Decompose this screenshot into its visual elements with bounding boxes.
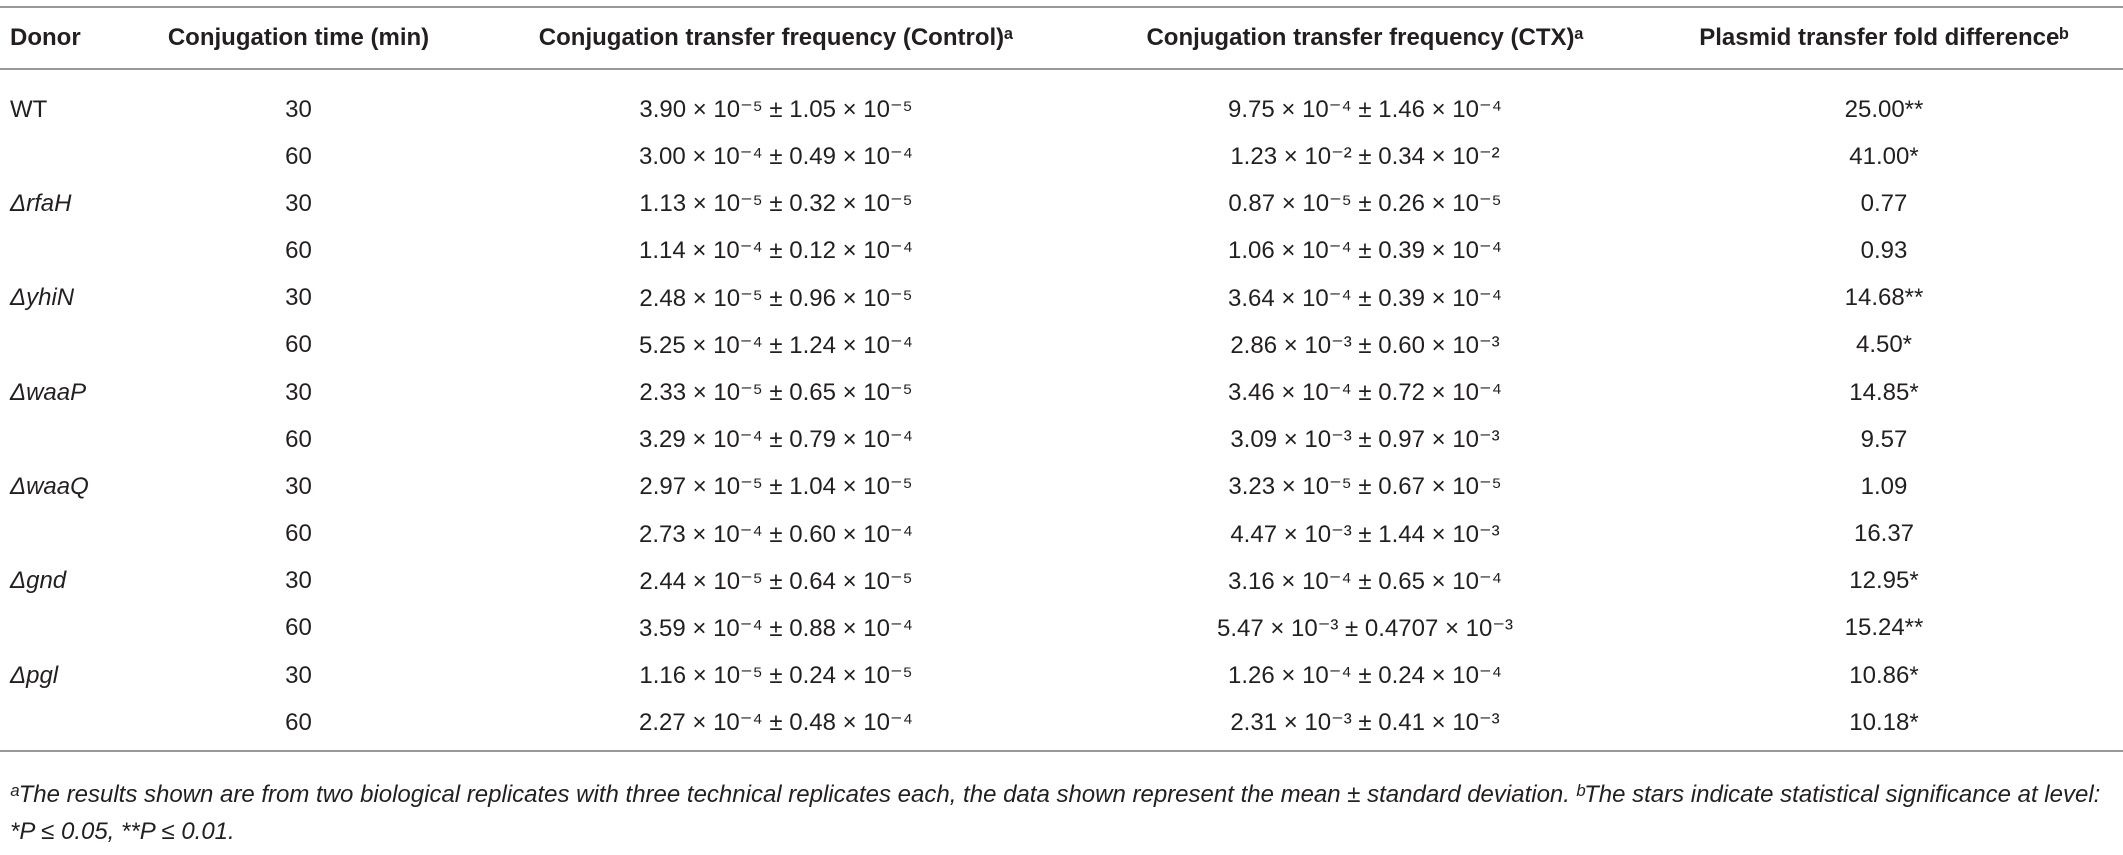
ctx-frequency-cell: 2.31 × 10⁻³ ± 0.41 × 10⁻³ (1085, 699, 1645, 753)
donor-cell (0, 699, 130, 753)
control-frequency-cell: 2.27 × 10⁻⁴ ± 0.48 × 10⁻⁴ (467, 699, 1085, 753)
table-row: 60 2.73 × 10⁻⁴ ± 0.60 × 10⁻⁴ 4.47 × 10⁻³ ±… (0, 511, 2123, 558)
control-frequency-cell: 3.90 × 10⁻⁵ ± 1.05 × 10⁻⁵ (639, 96, 913, 123)
table-row: Δgnd 30 2.44 × 10⁻⁵ ± 0.64 × 10⁻⁵ 3.16 × 10… (0, 558, 2123, 605)
donor-cell: ΔwaaP (10, 378, 87, 406)
ctx-frequency-cell: 5.47 × 10⁻³ ± 0.4707 × 10⁻³ (1216, 614, 1514, 642)
table-row: 60 2.27 × 10⁻⁴ ± 0.48 × 10⁻⁴ 2.31 × 10⁻³ ±… (0, 699, 2123, 753)
control-frequency-cell: 1.13 × 10⁻⁵ ± 0.32 × 10⁻⁵ (639, 190, 913, 218)
control-frequency-cell: 3.00 × 10⁻⁴ ± 0.49 × 10⁻⁴ (639, 143, 913, 171)
table-row: 60 3.59 × 10⁻⁴ ± 0.88 × 10⁻⁴ 5.47 × 10⁻³ ±… (0, 605, 2123, 652)
ctx-frequency-cell: 3.23 × 10⁻⁵ ± 0.67 × 10⁻⁵ (1228, 473, 1502, 501)
table-row: 60 3.29 × 10⁻⁴ ± 0.79 × 10⁻⁴ 3.09 × 10⁻³ ±… (0, 416, 2123, 463)
control-frequency-cell: 2.97 × 10⁻⁵ ± 1.04 × 10⁻⁵ (639, 473, 913, 501)
fold-difference-cell: 15.24** (1844, 614, 1924, 642)
time-cell: 30 (285, 378, 312, 406)
time-cell: 60 (285, 331, 312, 359)
time-cell: 60 (285, 614, 312, 642)
time-cell: 30 (285, 661, 312, 689)
column-header: Plasmid transfer fold differenceᵇ (1645, 6, 2123, 70)
table-row: ΔwaaQ 30 2.97 × 10⁻⁵ ± 1.04 × 10⁻⁵ 3.23 × 1… (0, 463, 2123, 510)
donor-cell (0, 511, 130, 558)
column-header: Donor (0, 6, 130, 70)
donor-cell: ΔwaaQ (10, 472, 89, 500)
donor-cell (0, 133, 130, 180)
time-cell: 30 (285, 95, 312, 123)
table-row: ΔyhiN 30 2.48 × 10⁻⁵ ± 0.96 × 10⁻⁵ 3.64 × 1… (0, 275, 2123, 322)
control-frequency-cell: 1.14 × 10⁻⁴ ± 0.12 × 10⁻⁴ (639, 237, 913, 265)
table-row: ΔwaaP 30 2.33 × 10⁻⁵ ± 0.65 × 10⁻⁵ 3.46 × 1… (0, 369, 2123, 416)
table-header: Donor Conjugation time (min) Conjugation t… (0, 6, 2123, 70)
donor-cell (0, 227, 130, 274)
ctx-frequency-cell: 4.47 × 10⁻³ ± 1.44 × 10⁻³ (1230, 520, 1500, 548)
table-row: ΔrfaH 30 1.13 × 10⁻⁵ ± 0.32 × 10⁻⁵ 0.87 × 1… (0, 180, 2123, 227)
ctx-frequency-cell: 9.75 × 10⁻⁴ ± 1.46 × 10⁻⁴ (1228, 96, 1502, 123)
time-cell: 30 (285, 284, 312, 312)
table-row: WT 30 3.90 × 10⁻⁵ ± 1.05 × 10⁻⁵ 9.75 × 10⁻⁴… (0, 69, 2123, 133)
column-header: Conjugation transfer frequency (Control)… (467, 6, 1085, 70)
time-cell: 30 (285, 567, 312, 595)
footnote: ᵃThe results shown are from two biologic… (10, 781, 2101, 845)
ctx-frequency-cell: 3.46 × 10⁻⁴ ± 0.72 × 10⁻⁴ (1228, 379, 1502, 407)
fold-difference-cell: 12.95* (1849, 567, 1919, 595)
time-cell: 60 (285, 236, 312, 264)
time-cell: 60 (285, 520, 312, 548)
control-frequency-cell: 3.59 × 10⁻⁴ ± 0.88 × 10⁻⁴ (639, 614, 913, 642)
ctx-frequency-cell: 3.16 × 10⁻⁴ ± 0.65 × 10⁻⁴ (1228, 567, 1502, 595)
donor-cell: Δgnd (10, 567, 67, 595)
header-row: Donor Conjugation time (min) Conjugation t… (0, 6, 2123, 70)
ctx-frequency-cell: 2.86 × 10⁻³ ± 0.60 × 10⁻³ (1230, 331, 1500, 359)
ctx-frequency-cell: 0.87 × 10⁻⁵ ± 0.26 × 10⁻⁵ (1228, 190, 1502, 218)
donor-cell: Δpgl (10, 661, 59, 689)
table-row: 60 1.14 × 10⁻⁴ ± 0.12 × 10⁻⁴ 1.06 × 10⁻⁴ ±… (0, 227, 2123, 274)
time-cell: 60 (285, 425, 312, 453)
control-frequency-cell: 1.16 × 10⁻⁵ ± 0.24 × 10⁻⁵ (639, 662, 913, 690)
fold-difference-cell: 25.00** (1844, 95, 1924, 123)
donor-cell: ΔyhiN (10, 284, 75, 312)
donor-cell (0, 416, 130, 463)
control-frequency-cell: 2.73 × 10⁻⁴ ± 0.60 × 10⁻⁴ (639, 520, 913, 548)
table-row: Δpgl 30 1.16 × 10⁻⁵ ± 0.24 × 10⁻⁵ 1.26 × 10… (0, 652, 2123, 699)
table-row: 60 3.00 × 10⁻⁴ ± 0.49 × 10⁻⁴ 1.23 × 10⁻² ±… (0, 133, 2123, 180)
time-cell: 30 (285, 189, 312, 217)
ctx-frequency-cell: 3.09 × 10⁻³ ± 0.97 × 10⁻³ (1230, 426, 1500, 454)
time-cell: 60 (285, 142, 312, 170)
column-header: Conjugation time (min) (130, 6, 467, 70)
fold-difference-cell: 14.85* (1849, 378, 1919, 406)
fold-difference-cell: 14.68** (1844, 284, 1924, 312)
table-row: 60 5.25 × 10⁻⁴ ± 1.24 × 10⁻⁴ 2.86 × 10⁻³ ±… (0, 322, 2123, 369)
control-frequency-cell: 2.48 × 10⁻⁵ ± 0.96 × 10⁻⁵ (639, 284, 913, 312)
ctx-frequency-cell: 3.64 × 10⁻⁴ ± 0.39 × 10⁻⁴ (1228, 284, 1502, 312)
fold-difference-cell: 16.37 (1853, 520, 1915, 548)
control-frequency-cell: 3.29 × 10⁻⁴ ± 0.79 × 10⁻⁴ (639, 426, 913, 454)
fold-difference-cell: 0.77 (1860, 189, 1908, 217)
donor-cell (0, 322, 130, 369)
control-frequency-cell: 5.25 × 10⁻⁴ ± 1.24 × 10⁻⁴ (639, 331, 913, 359)
fold-difference-cell: 10.86* (1849, 661, 1919, 689)
table-body: WT 30 3.90 × 10⁻⁵ ± 1.05 × 10⁻⁵ 9.75 × 10⁻⁴… (0, 69, 2123, 753)
ctx-frequency-cell: 1.23 × 10⁻² ± 0.34 × 10⁻² (1230, 143, 1500, 171)
fold-difference-cell: 0.93 (1860, 236, 1908, 264)
donor-cell (0, 605, 130, 652)
data-table: Donor Conjugation time (min) Conjugation t… (0, 6, 2123, 753)
donor-cell: ΔrfaH (10, 189, 72, 217)
fold-difference-cell: 41.00* (1849, 142, 1919, 170)
ctx-frequency-cell: 1.26 × 10⁻⁴ ± 0.24 × 10⁻⁴ (1228, 662, 1502, 690)
control-frequency-cell: 2.33 × 10⁻⁵ ± 0.65 × 10⁻⁵ (639, 379, 913, 407)
column-header: Conjugation transfer frequency (CTX)ᵃ (1085, 6, 1645, 70)
ctx-frequency-cell: 1.06 × 10⁻⁴ ± 0.39 × 10⁻⁴ (1228, 237, 1502, 265)
fold-difference-cell: 10.18* (1645, 699, 2123, 753)
fold-difference-cell: 9.57 (1860, 425, 1908, 453)
time-cell: 60 (130, 699, 467, 753)
fold-difference-cell: 4.50* (1855, 331, 1913, 359)
fold-difference-cell: 1.09 (1860, 472, 1908, 500)
control-frequency-cell: 2.44 × 10⁻⁵ ± 0.64 × 10⁻⁵ (639, 567, 913, 595)
time-cell: 30 (285, 472, 312, 500)
donor-cell: WT (10, 95, 48, 123)
